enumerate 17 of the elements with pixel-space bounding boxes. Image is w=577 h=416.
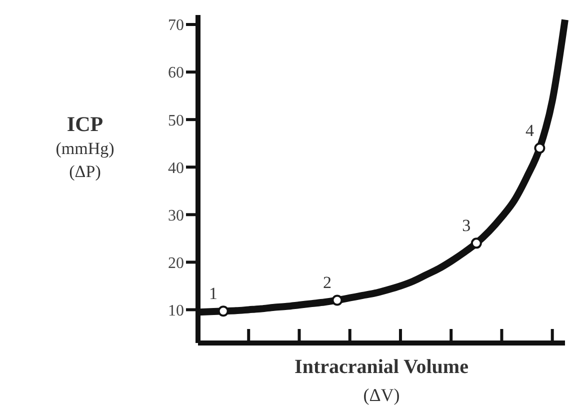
point	[534, 142, 546, 154]
y-tick-label: 10	[168, 302, 184, 320]
annotation: 3	[462, 216, 471, 236]
point	[218, 306, 229, 317]
annotation: 4	[525, 121, 534, 140]
y-tick-label: 70	[168, 17, 184, 34]
y-tick-label: 60	[168, 64, 184, 82]
y-axis-title: ICP (mmHg) (ΔP)	[56, 112, 114, 181]
point	[332, 294, 343, 306]
annotation: 1	[209, 284, 218, 304]
y-tick-label: 40	[168, 160, 184, 177]
y-tick-label: 50	[168, 112, 184, 130]
point	[470, 238, 482, 249]
y-tick-label: 30	[168, 207, 184, 224]
y-tick-label: 20	[168, 254, 184, 272]
x-axis-title: Intracranial Volume (ΔV)	[294, 356, 469, 405]
annotation: 2	[322, 273, 332, 292]
